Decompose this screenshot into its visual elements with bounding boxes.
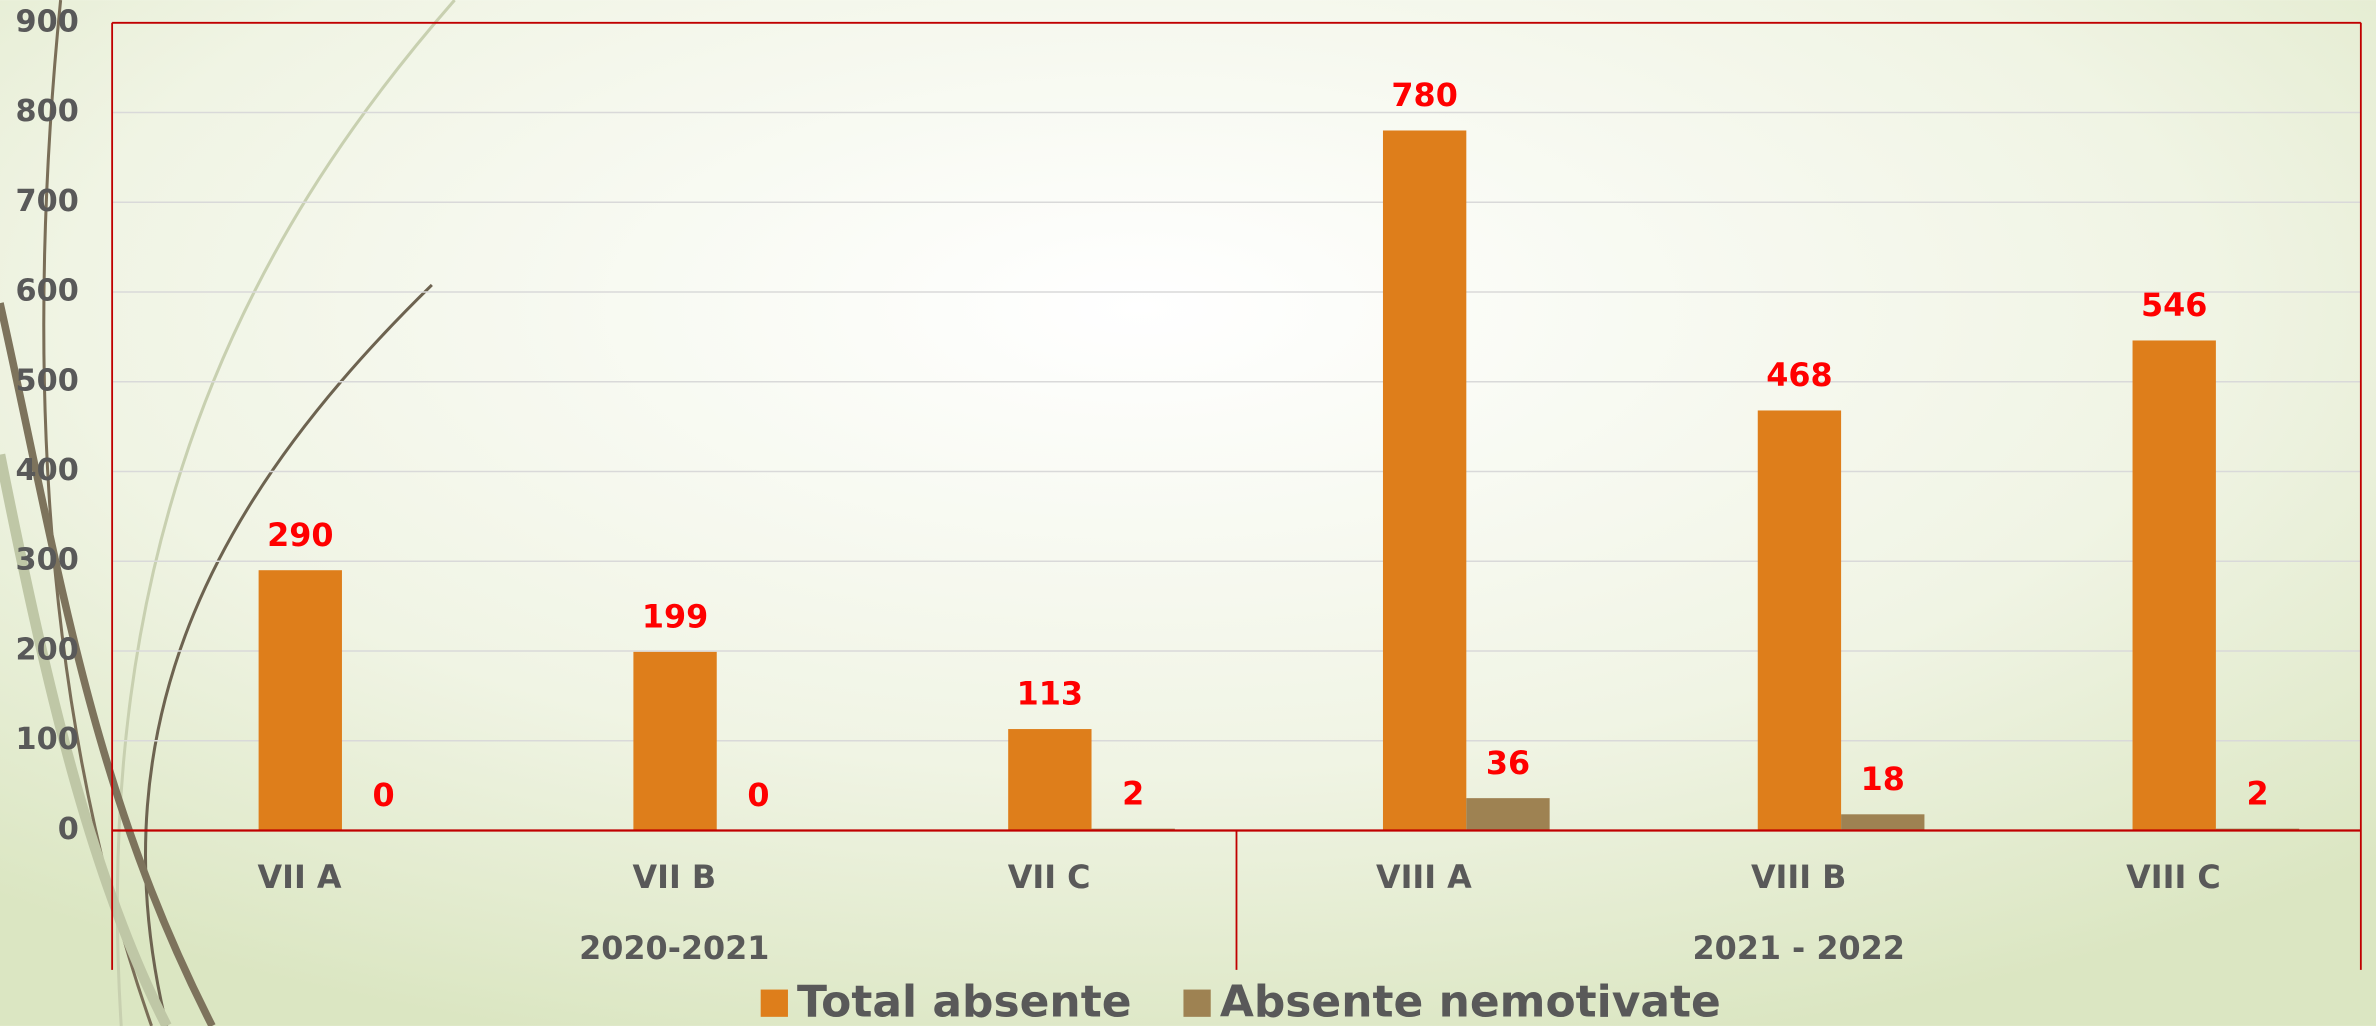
- x-tick-label: VII C: [1008, 858, 1091, 896]
- bar: [633, 651, 717, 831]
- y-tick-label: 500: [16, 363, 79, 398]
- bar: [2132, 340, 2216, 831]
- value-label: 2: [1122, 774, 1144, 812]
- y-tick-label: 300: [16, 543, 79, 578]
- y-tick-label: 700: [16, 184, 79, 219]
- bar: [1757, 410, 1842, 831]
- x-tick-label: VIII B: [1751, 858, 1846, 896]
- bar: [1382, 130, 1467, 831]
- value-label: 2: [2246, 774, 2268, 812]
- x-tick-label: VII B: [632, 858, 716, 896]
- legend-swatch: [1183, 989, 1211, 1017]
- y-tick-label: 400: [16, 453, 79, 488]
- y-tick-label: 800: [16, 94, 79, 129]
- bar: [1466, 798, 1550, 831]
- x-tick-label: VII A: [258, 858, 342, 896]
- deco-curve: [144, 283, 433, 1026]
- value-label: 290: [267, 516, 333, 554]
- plot: 0 100 200 300 400 500 600 700 800 900 VII A 290 0 VII…: [16, 4, 2362, 1026]
- x-tick-label: VIII C: [2126, 858, 2221, 896]
- y-tick-label: 900: [16, 4, 79, 39]
- decoration: [0, 0, 456, 1026]
- legend-label: Absente nemotivate: [1220, 977, 1721, 1026]
- deco-curve: [115, 0, 456, 1026]
- y-tick-label: 0: [58, 812, 79, 847]
- y-tick-label: 100: [16, 722, 79, 757]
- value-label: 468: [1766, 356, 1832, 394]
- value-label: 18: [1861, 760, 1905, 798]
- x-tick-label: VIII A: [1376, 858, 1472, 896]
- value-label: 0: [747, 776, 769, 814]
- group-label: 2021 - 2022: [1692, 929, 1904, 967]
- value-label: 113: [1017, 675, 1083, 713]
- bar: [1841, 814, 1925, 831]
- bar: [1008, 729, 1092, 831]
- deco-curve: [0, 302, 216, 1026]
- group-label: 2020-2021: [579, 929, 769, 967]
- legend-swatch: [760, 989, 788, 1017]
- value-label: 546: [2141, 286, 2207, 324]
- y-tick-label: 200: [16, 632, 79, 667]
- bar: [258, 570, 342, 831]
- value-label: 0: [373, 776, 395, 814]
- value-label: 36: [1486, 744, 1530, 782]
- legend-label: Total absente: [797, 977, 1131, 1026]
- deco-curve: [0, 453, 172, 1026]
- value-label: 780: [1391, 76, 1457, 114]
- value-label: 199: [642, 598, 708, 636]
- y-tick-label: 600: [16, 274, 79, 309]
